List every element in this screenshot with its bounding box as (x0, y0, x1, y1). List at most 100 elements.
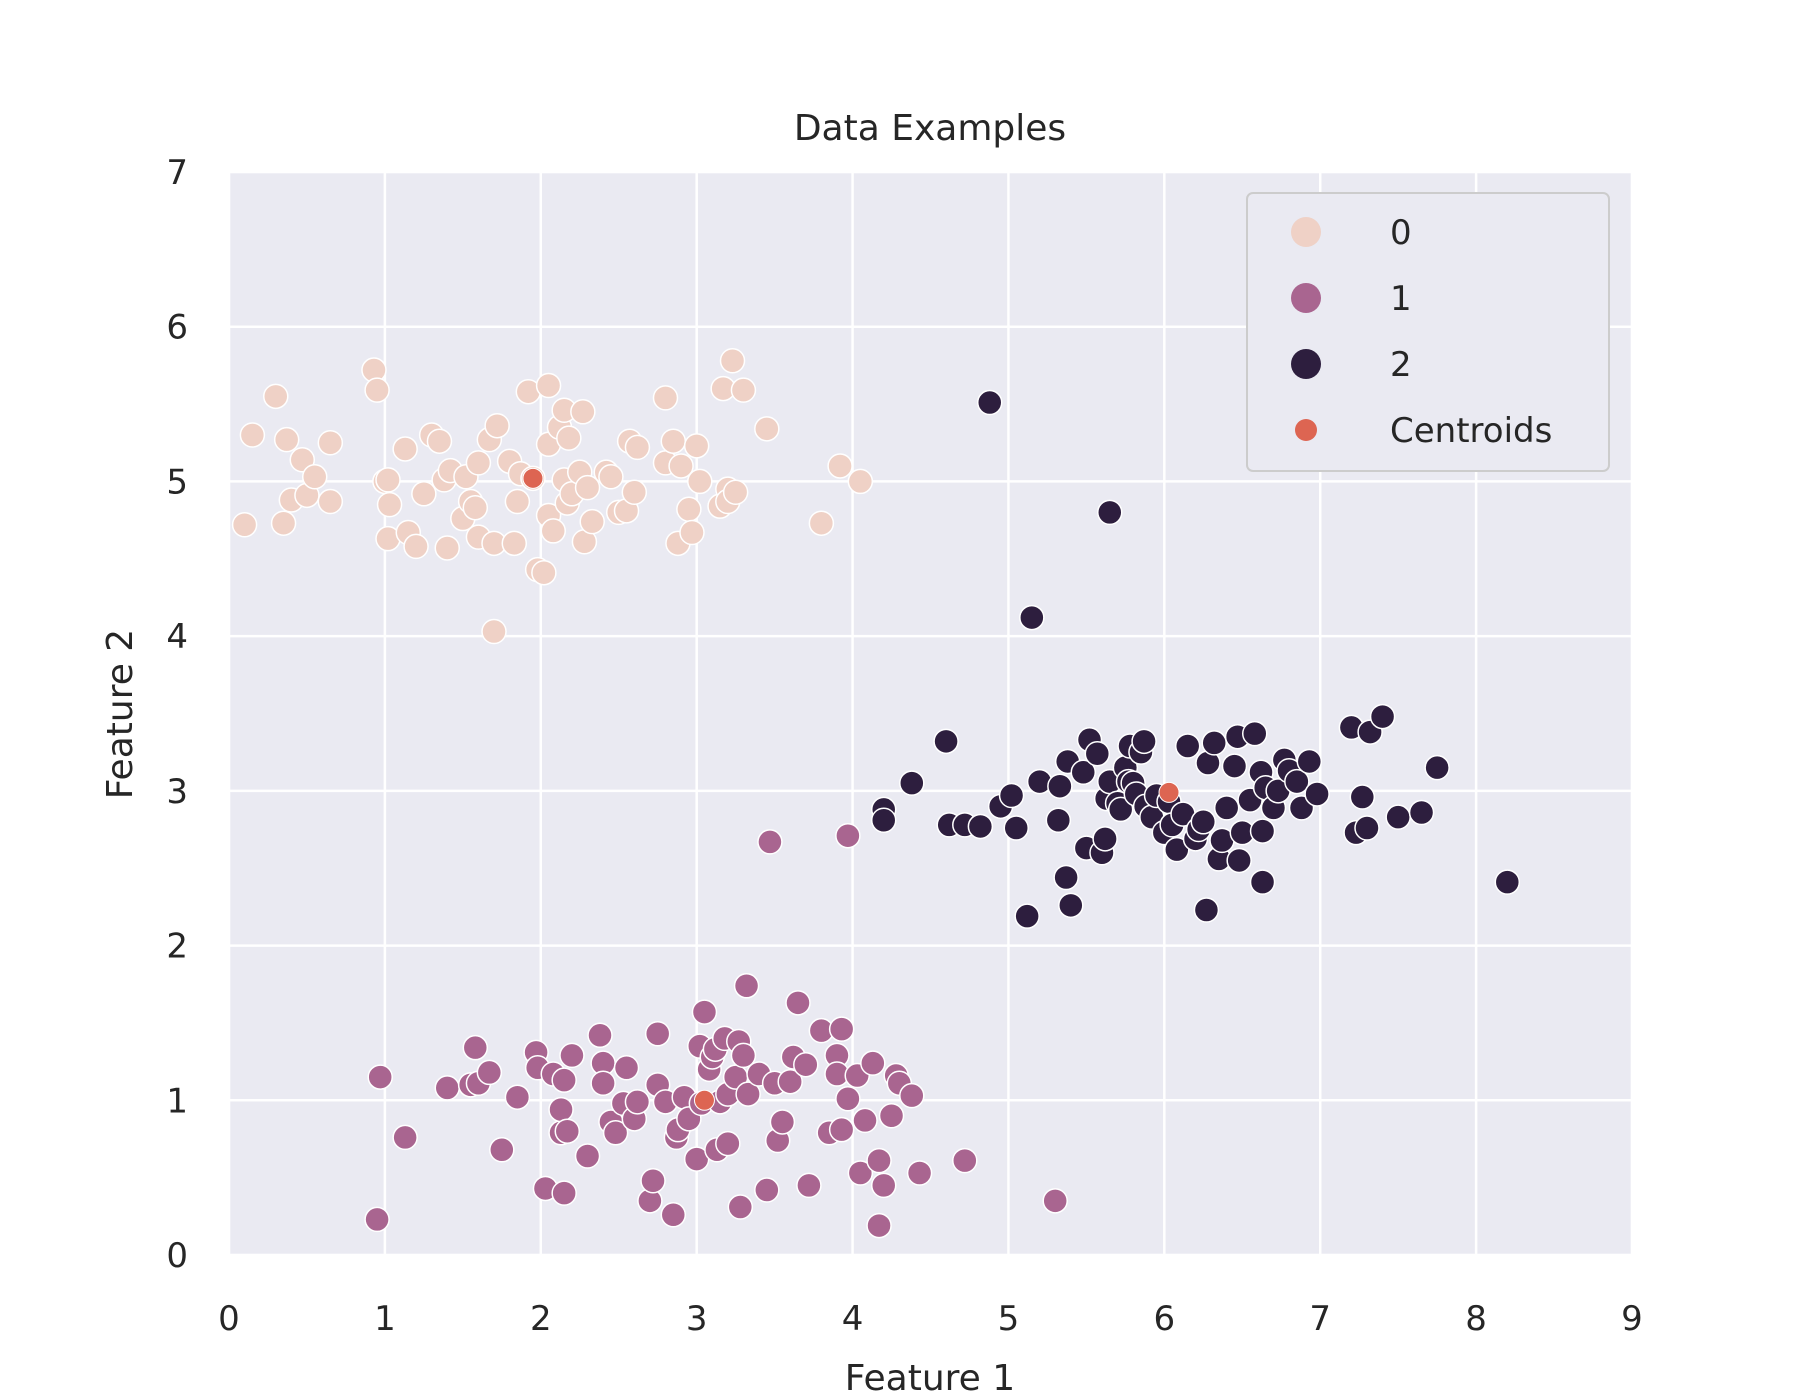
data-point-class-1 (624, 1089, 651, 1115)
data-point-class-0 (722, 479, 749, 506)
data-point-class-0 (827, 453, 853, 479)
data-point-class-2 (1092, 826, 1118, 852)
data-point-class-1 (828, 1016, 855, 1042)
data-point-class-0 (504, 488, 531, 515)
data-point-class-1 (769, 1109, 796, 1135)
data-point-class-2 (1084, 740, 1111, 767)
y-tick-label: 7 (166, 153, 188, 193)
data-point-class-2 (1019, 604, 1045, 631)
data-point-class-1 (551, 1067, 577, 1093)
y-tick-label: 6 (166, 308, 188, 348)
data-point-class-0 (621, 479, 648, 506)
data-point-class-1 (504, 1084, 531, 1110)
data-point-class-2 (1249, 869, 1276, 895)
data-point-class-0 (676, 496, 702, 523)
y-tick-label: 3 (166, 772, 188, 812)
y-axis-label: Feature 2 (100, 629, 141, 799)
data-point-class-1 (847, 1160, 874, 1186)
legend-label: 0 (1390, 213, 1412, 253)
data-point-class-2 (1369, 703, 1396, 730)
data-point-class-0 (808, 510, 835, 536)
legend-label: Centroids (1390, 411, 1552, 451)
data-point-class-2 (1221, 753, 1248, 779)
data-point-class-2 (967, 813, 994, 840)
data-point-class-1 (878, 1103, 905, 1129)
data-point-class-2 (1241, 720, 1268, 747)
data-point-class-2 (1213, 795, 1240, 821)
data-point-class-0 (231, 511, 258, 538)
data-point-class-2 (1296, 748, 1323, 775)
data-point-class-1 (727, 1194, 754, 1220)
data-point-class-2 (1174, 733, 1201, 759)
data-point-class-1 (860, 1050, 886, 1076)
data-point-class-0 (687, 468, 713, 495)
legend-marker (1291, 283, 1321, 313)
data-point-class-2 (1097, 499, 1123, 526)
data-point-class-0 (484, 412, 510, 439)
data-point-class-0 (579, 508, 605, 535)
data-point-class-1 (866, 1212, 892, 1239)
data-point-class-1 (1042, 1188, 1068, 1214)
data-point-class-0 (317, 430, 344, 456)
data-point-class-1 (434, 1075, 460, 1101)
data-point-class-0 (364, 377, 390, 403)
data-point-class-2 (1003, 815, 1029, 841)
data-point-class-0 (403, 533, 429, 560)
data-point-class-0 (301, 464, 328, 490)
data-point-class-0 (531, 559, 557, 586)
data-point-class-1 (587, 1022, 613, 1049)
data-point-class-0 (679, 519, 705, 546)
data-point-class-0 (273, 426, 300, 453)
data-point-class-0 (652, 385, 679, 411)
data-point-class-0 (481, 618, 507, 645)
y-tick-labels: 0 1 2 3 4 5 6 7 (166, 153, 188, 1276)
data-point-class-1 (754, 1177, 780, 1203)
data-point-class-0 (719, 348, 746, 374)
data-point-class-1 (548, 1096, 574, 1123)
data-point-class-0 (570, 399, 596, 425)
data-point-class-0 (501, 530, 528, 557)
x-tick-label: 4 (842, 1299, 864, 1339)
data-point-class-0 (239, 422, 266, 448)
data-point-class-0 (598, 464, 624, 490)
data-point-class-0 (535, 372, 562, 399)
data-point-class-2 (1201, 730, 1227, 756)
data-point-class-1 (835, 822, 861, 849)
x-tick-label: 8 (1465, 1299, 1487, 1339)
data-point-class-2 (1424, 754, 1450, 781)
data-point-class-1 (835, 1085, 861, 1112)
data-point-class-0 (392, 436, 418, 462)
data-point-class-0 (289, 447, 316, 473)
legend-label: 2 (1390, 345, 1412, 385)
data-point-class-0 (556, 425, 582, 451)
data-point-class-1 (785, 990, 811, 1016)
data-point-class-0 (465, 450, 492, 476)
data-point-class-0 (574, 474, 601, 501)
data-point-class-2 (1226, 847, 1252, 874)
y-tick-label: 4 (166, 617, 188, 657)
data-point-class-1 (715, 1130, 741, 1157)
data-point-class-1 (489, 1137, 515, 1163)
x-axis-label: Feature 1 (845, 1358, 1015, 1399)
data-points (231, 348, 1521, 1239)
y-tick-label: 2 (166, 927, 188, 967)
data-point-class-1 (590, 1070, 616, 1097)
data-point-class-1 (574, 1143, 601, 1169)
x-tick-label: 6 (1154, 1299, 1176, 1339)
data-point-class-2 (1053, 864, 1079, 891)
x-tick-labels: 0 1 2 3 4 5 6 7 8 9 (218, 1299, 1643, 1339)
data-point-class-2 (1284, 768, 1310, 795)
data-point-class-0 (462, 494, 489, 521)
data-point-class-0 (683, 433, 710, 459)
data-point-class-1 (952, 1147, 978, 1174)
data-point-class-1 (364, 1206, 390, 1233)
data-point-class-0 (317, 488, 344, 515)
data-point-class-2 (1354, 815, 1380, 841)
data-point-class-1 (640, 1167, 666, 1194)
data-point-class-2 (1304, 781, 1330, 807)
data-point-class-1 (730, 1042, 757, 1069)
x-tick-label: 2 (530, 1299, 552, 1339)
legend-marker (1291, 349, 1321, 379)
data-point-class-1 (554, 1118, 581, 1144)
